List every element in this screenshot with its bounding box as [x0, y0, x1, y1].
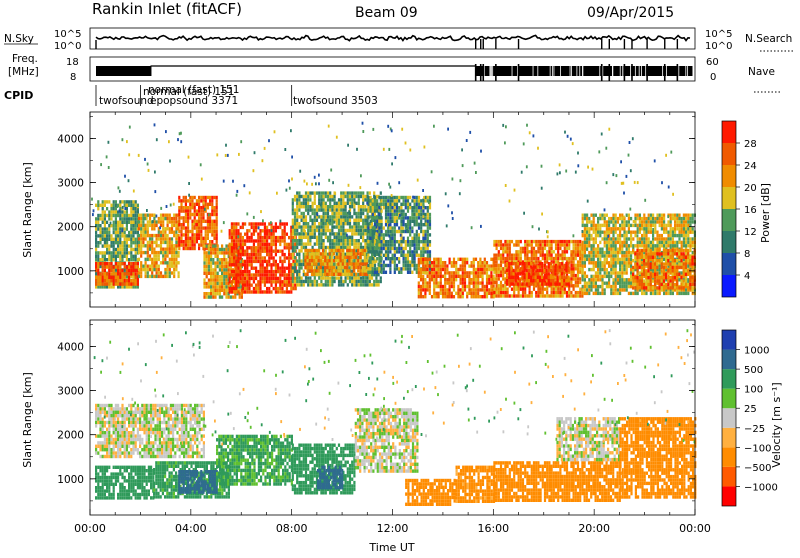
x-axis-label: Time UT — [368, 541, 414, 554]
x-tick-label: 08:00 — [276, 522, 308, 535]
x-tick-label: 00:00 — [679, 522, 711, 535]
x-tick-label: 20:00 — [578, 522, 610, 535]
power-colorbar-tick-label: 16 — [744, 205, 757, 216]
nsky-label: N.Sky — [4, 33, 34, 45]
velocity-colorbar-swatch — [722, 428, 736, 448]
velocity-colorbar-tick-label: 1000 — [744, 346, 769, 357]
power-colorbar-label: Power [dB] — [759, 183, 772, 243]
velocity-colorbar-label: Velocity [m s⁻¹] — [770, 382, 783, 467]
cpid-label: CPID — [4, 89, 33, 102]
power-colorbar-swatch — [722, 187, 736, 209]
velocity-colorbar-swatch — [722, 467, 736, 487]
power-colorbar: 28 24 20 16 12 8 4 — [722, 121, 757, 297]
velocity-colorbar-tick-label: −25 — [744, 424, 765, 435]
power-y-tick-label: 2000 — [57, 222, 84, 234]
data-region-12 — [619, 417, 696, 499]
velocity-colorbar-swatch — [722, 330, 736, 350]
power-y-tick-label: 4000 — [57, 133, 84, 145]
power-colorbar-tick-label: 24 — [744, 161, 757, 172]
nsearch-tick-low: 10^0 — [705, 41, 732, 52]
power-colorbar-tick-label: 12 — [744, 227, 757, 238]
velocity-colorbar-swatch — [722, 389, 736, 409]
velocity-panel: 1000 2000 3000 4000 00:00 04:00 08:00 12:00 16:… — [21, 320, 711, 554]
freq-tick-high: 18 — [66, 57, 79, 68]
freq-block-early — [96, 66, 151, 76]
freq-trace — [96, 64, 692, 81]
velocity-colorbar-swatch — [722, 447, 736, 467]
power-colorbar-swatch — [722, 121, 736, 143]
power-colorbar-tick-label: 8 — [744, 249, 750, 260]
data-region-1 — [95, 466, 154, 500]
nsearch-label: N.Search — [745, 33, 792, 45]
nave-tick-high: 60 — [706, 57, 719, 68]
data-region-6 — [317, 466, 343, 490]
nsearch-tick-high: 10^5 — [705, 29, 732, 40]
velocity-colorbar-swatch — [722, 369, 736, 389]
velocity-colorbar-tick-label: −100 — [744, 443, 771, 454]
power-colorbar-swatch — [722, 253, 736, 275]
data-region-9 — [456, 466, 496, 503]
velocity-y-tick-label: 2000 — [57, 430, 84, 442]
nsky-tick-high: 10^5 — [54, 29, 81, 40]
velocity-y-tick-label: 3000 — [57, 386, 84, 398]
power-colorbar-swatch — [722, 165, 736, 187]
freq-label: Freq. — [12, 53, 38, 65]
power-y-tick-label: 3000 — [57, 178, 84, 190]
nsky-line — [96, 35, 690, 40]
x-tick-label: 12:00 — [377, 522, 409, 535]
x-tick-label: 04:00 — [175, 522, 207, 535]
power-colorbar-swatch — [722, 143, 736, 165]
velocity-y-tick-label: 1000 — [57, 474, 84, 486]
power-colorbar-swatch — [722, 275, 736, 297]
nave-label: Nave — [748, 66, 775, 78]
power-panel: 1000 2000 3000 4000 Slant Range [km] — [21, 112, 696, 307]
cpid-label-3: epopsound 3371 — [150, 95, 238, 107]
power-colorbar-swatch — [722, 231, 736, 253]
power-y-axis-label: Slant Range [km] — [21, 162, 34, 258]
beam-title: Beam 09 — [355, 5, 418, 21]
velocity-colorbar-swatch — [722, 350, 736, 370]
velocity-colorbar-swatch — [722, 486, 736, 506]
nave-tick-low: 0 — [710, 72, 716, 83]
velocity-colorbar-swatch — [722, 408, 736, 428]
velocity-colorbar-tick-label: 100 — [744, 385, 763, 396]
velocity-y-tick-label: 4000 — [57, 341, 84, 353]
velocity-colorbar-tick-label: −1000 — [744, 482, 778, 493]
nsky-trace — [96, 35, 690, 49]
velocity-colorbar-tick-label: 500 — [744, 365, 763, 376]
x-tick-label: 16:00 — [477, 522, 509, 535]
cpid-label-4: twofsound 3503 — [293, 95, 378, 107]
power-colorbar-swatch — [722, 209, 736, 231]
station-title: Rankin Inlet (fitACF) — [92, 0, 242, 18]
power-colorbar-tick-label: 20 — [744, 183, 757, 194]
nsky-tick-low: 10^0 — [54, 41, 81, 52]
velocity-y-axis-label: Slant Range [km] — [21, 372, 34, 468]
data-region-1 — [95, 262, 139, 286]
power-colorbar-tick-label: 4 — [744, 271, 750, 282]
freq-block-late — [476, 66, 693, 76]
freq-unit-label: [MHz] — [8, 66, 39, 78]
freq-tick-low: 8 — [70, 72, 76, 83]
date-title: 09/Apr/2015 — [587, 5, 674, 21]
velocity-colorbar-tick-label: −500 — [744, 463, 771, 474]
velocity-colorbar-tick-label: 25 — [744, 404, 757, 415]
power-y-tick-label: 1000 — [57, 266, 84, 278]
x-tick-label: 00:00 — [74, 522, 106, 535]
data-region-2 — [138, 214, 180, 279]
power-colorbar-tick-label: 28 — [744, 139, 757, 150]
